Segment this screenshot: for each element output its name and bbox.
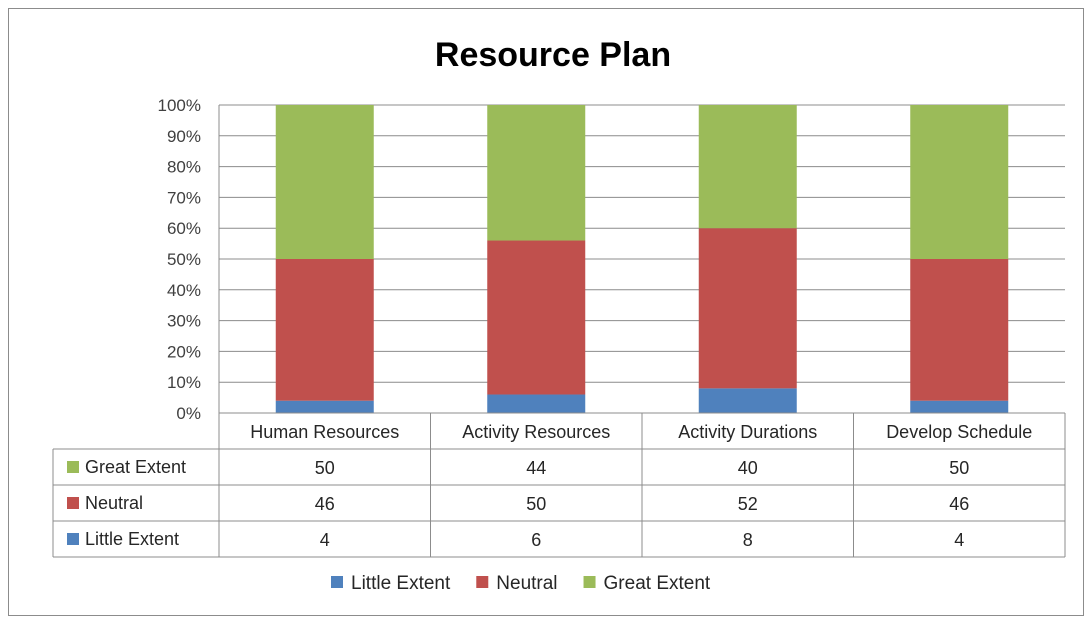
bar-little-extent — [487, 394, 586, 413]
table-legend-key — [67, 497, 79, 509]
bar-neutral — [275, 259, 374, 401]
bar-neutral — [910, 259, 1009, 401]
chart-svg: Resource Plan 0%10%20%30%40%50%60%70%80%… — [52, 36, 1066, 594]
bar-little-extent — [910, 400, 1009, 413]
table-cell-value: 8 — [743, 530, 753, 550]
category-label: Human Resources — [250, 422, 399, 442]
table-cell-value: 50 — [949, 458, 969, 478]
table-legend-key — [67, 533, 79, 545]
category-label: Activity Durations — [678, 422, 817, 442]
y-axis-ticks: 0% 10% 20% 30% 40% 50% 60% 70% 80% 90% 100% — [158, 96, 201, 423]
y-tick-label: 40% — [167, 281, 201, 300]
table-cell-value: 52 — [738, 494, 758, 514]
bar-little-extent — [698, 388, 797, 413]
legend-label: Neutral — [496, 573, 557, 594]
legend-key — [476, 576, 489, 588]
y-tick-label: 30% — [167, 312, 201, 331]
table-row-label: Neutral — [85, 493, 143, 513]
y-tick-label: 100% — [158, 96, 201, 115]
legend-label: Little Extent — [351, 573, 451, 594]
category-label: Develop Schedule — [886, 422, 1032, 442]
table-cell-value: 4 — [954, 530, 964, 550]
bar-great-extent — [487, 105, 586, 241]
table-cell-value: 44 — [526, 458, 546, 478]
table-cell-value: 40 — [738, 458, 758, 478]
data-table: Human Resources Activity Resources Activit… — [52, 412, 1066, 558]
table-legend-key — [67, 461, 79, 473]
y-tick-label: 20% — [167, 342, 201, 361]
chart-title: Resource Plan — [435, 36, 671, 74]
y-tick-label: 10% — [167, 373, 201, 392]
legend: Little Extent Neutral Great Extent — [331, 573, 711, 594]
bar-neutral — [698, 228, 797, 389]
bar-neutral — [487, 240, 586, 395]
table-row-label: Great Extent — [85, 457, 186, 477]
category-label: Activity Resources — [462, 422, 610, 442]
table-cell-value: 46 — [949, 494, 969, 514]
y-tick-label: 90% — [167, 127, 201, 146]
table-cell-value: 4 — [320, 530, 330, 550]
bar-great-extent — [910, 105, 1009, 259]
y-tick-label: 0% — [176, 404, 201, 423]
table-cell-value: 50 — [526, 494, 546, 514]
y-tick-label: 70% — [167, 188, 201, 207]
y-tick-label: 60% — [167, 219, 201, 238]
bar-great-extent — [698, 105, 797, 229]
bar-little-extent — [275, 400, 374, 413]
legend-key — [583, 576, 596, 588]
chart-area: Resource Plan 0% 10% 20% 30% 40% 50% 60% 70% 80%… — [8, 8, 1084, 616]
table-row-label: Little Extent — [85, 529, 179, 549]
bar-great-extent — [275, 105, 374, 259]
legend-key — [331, 576, 343, 588]
y-tick-label: 50% — [167, 250, 201, 269]
legend-label: Great Extent — [604, 573, 711, 594]
table-cell-value: 46 — [315, 494, 335, 514]
table-cell-value: 50 — [315, 458, 335, 478]
y-tick-label: 80% — [167, 158, 201, 177]
table-cell-value: 6 — [531, 530, 541, 550]
bars — [275, 105, 1009, 413]
